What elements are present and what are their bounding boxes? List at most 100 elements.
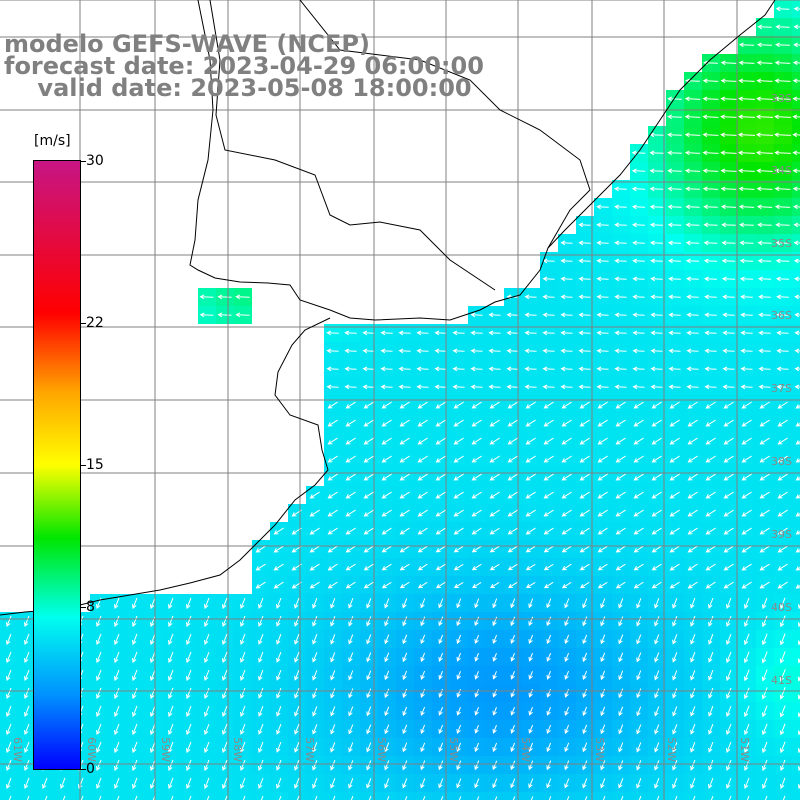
- wind-arrow: [488, 384, 501, 390]
- wind-arrow: [564, 688, 569, 698]
- wind-arrow: [96, 723, 102, 736]
- wind-arrow: [672, 724, 678, 735]
- coastline-uruguay-inland: [209, 0, 496, 291]
- wind-arrow: [560, 330, 573, 336]
- wind-arrow: [330, 778, 336, 789]
- wind-arrow: [471, 401, 482, 409]
- wind-arrow: [721, 276, 736, 282]
- wind-arrow: [456, 742, 462, 753]
- wind-arrow: [690, 597, 696, 609]
- wind-arrow: [384, 634, 390, 645]
- wind-arrow: [258, 777, 264, 789]
- wind-arrow: [702, 150, 719, 156]
- wind-arrow: [602, 796, 606, 800]
- wind-arrow: [258, 705, 264, 717]
- wind-arrow: [672, 616, 678, 627]
- wind-arrow: [600, 634, 606, 645]
- wind-arrow: [312, 634, 318, 645]
- wind-arrow: [276, 633, 282, 645]
- wind-arrow: [618, 706, 624, 717]
- wind-arrow: [744, 741, 750, 754]
- wind-arrow: [258, 723, 264, 735]
- wind-arrow: [740, 312, 753, 318]
- wind-arrow: [774, 168, 791, 174]
- wind-arrow: [366, 688, 372, 699]
- wind-cell: [504, 792, 522, 800]
- wind-arrow: [168, 777, 174, 790]
- wind-arrow: [417, 509, 428, 517]
- wind-arrow: [546, 724, 552, 734]
- wind-arrow: [705, 437, 716, 445]
- wind-arrow: [649, 222, 664, 228]
- wind-arrow: [348, 724, 354, 735]
- wind-arrow: [618, 616, 624, 627]
- wind-arrow: [759, 455, 770, 463]
- wind-arrow: [777, 473, 788, 481]
- wind-arrow: [452, 330, 465, 336]
- colorbar-tick-mark: [80, 769, 86, 770]
- wind-arrow: [452, 366, 465, 372]
- wind-arrow: [636, 634, 642, 645]
- wind-arrow: [762, 741, 768, 754]
- wind-arrow: [438, 616, 444, 627]
- wind-arrow: [330, 724, 336, 735]
- wind-arrow: [739, 276, 754, 282]
- wind-cell: [792, 756, 800, 774]
- wind-arrow: [632, 348, 645, 354]
- wind-arrow: [633, 419, 644, 427]
- wind-arrow: [780, 597, 786, 610]
- wind-arrow: [669, 563, 680, 571]
- wind-arrow: [260, 795, 264, 800]
- wind-arrow: [757, 258, 772, 264]
- wind-arrow: [506, 366, 519, 372]
- wind-arrow: [649, 150, 664, 156]
- wind-arrow: [96, 777, 102, 790]
- wind-arrow: [650, 240, 663, 246]
- wind-arrow: [474, 598, 480, 609]
- wind-arrow: [380, 348, 393, 354]
- wind-arrow: [795, 494, 800, 499]
- wind-arrow: [744, 615, 750, 628]
- wind-arrow: [471, 563, 482, 571]
- wind-arrow: [510, 616, 516, 627]
- wind-arrow: [726, 651, 732, 664]
- wind-arrow: [793, 6, 800, 12]
- wind-arrow: [633, 563, 644, 571]
- wind-arrow: [528, 671, 533, 680]
- wind-arrow: [615, 419, 626, 427]
- wind-arrow: [708, 777, 714, 789]
- wind-arrow: [578, 294, 591, 300]
- wind-arrow: [548, 796, 552, 800]
- wind-arrow: [507, 509, 518, 517]
- wind-arrow: [566, 796, 570, 800]
- wind-arrow: [597, 419, 608, 427]
- wind-arrow: [453, 509, 464, 517]
- wind-arrow: [150, 705, 156, 718]
- wind-arrow: [726, 615, 732, 627]
- wind-arrow: [546, 652, 552, 662]
- wind-arrow: [578, 384, 591, 390]
- wind-arrow: [294, 652, 300, 663]
- wind-cell: [468, 792, 486, 800]
- wind-arrow: [723, 545, 734, 553]
- wind-arrow: [440, 796, 444, 800]
- wind-arrow: [633, 437, 644, 445]
- colorbar-unit: [m/s]: [34, 133, 71, 149]
- wind-arrow: [150, 669, 156, 682]
- wind-cell: [306, 792, 324, 800]
- wind-arrow: [399, 401, 410, 409]
- wind-arrow: [795, 440, 800, 445]
- wind-arrow: [399, 419, 410, 427]
- wind-arrow: [720, 204, 737, 210]
- wind-arrow: [170, 795, 174, 800]
- wind-arrow: [759, 401, 770, 409]
- wind-arrow: [631, 168, 646, 174]
- wind-arrow: [636, 652, 642, 663]
- wind-cell: [522, 792, 540, 800]
- wind-arrow: [690, 759, 696, 771]
- wind-arrow: [294, 670, 300, 681]
- wind-arrow: [633, 401, 644, 409]
- wind-arrow: [793, 204, 800, 210]
- wind-arrow: [686, 294, 699, 300]
- wind-arrow: [579, 437, 590, 445]
